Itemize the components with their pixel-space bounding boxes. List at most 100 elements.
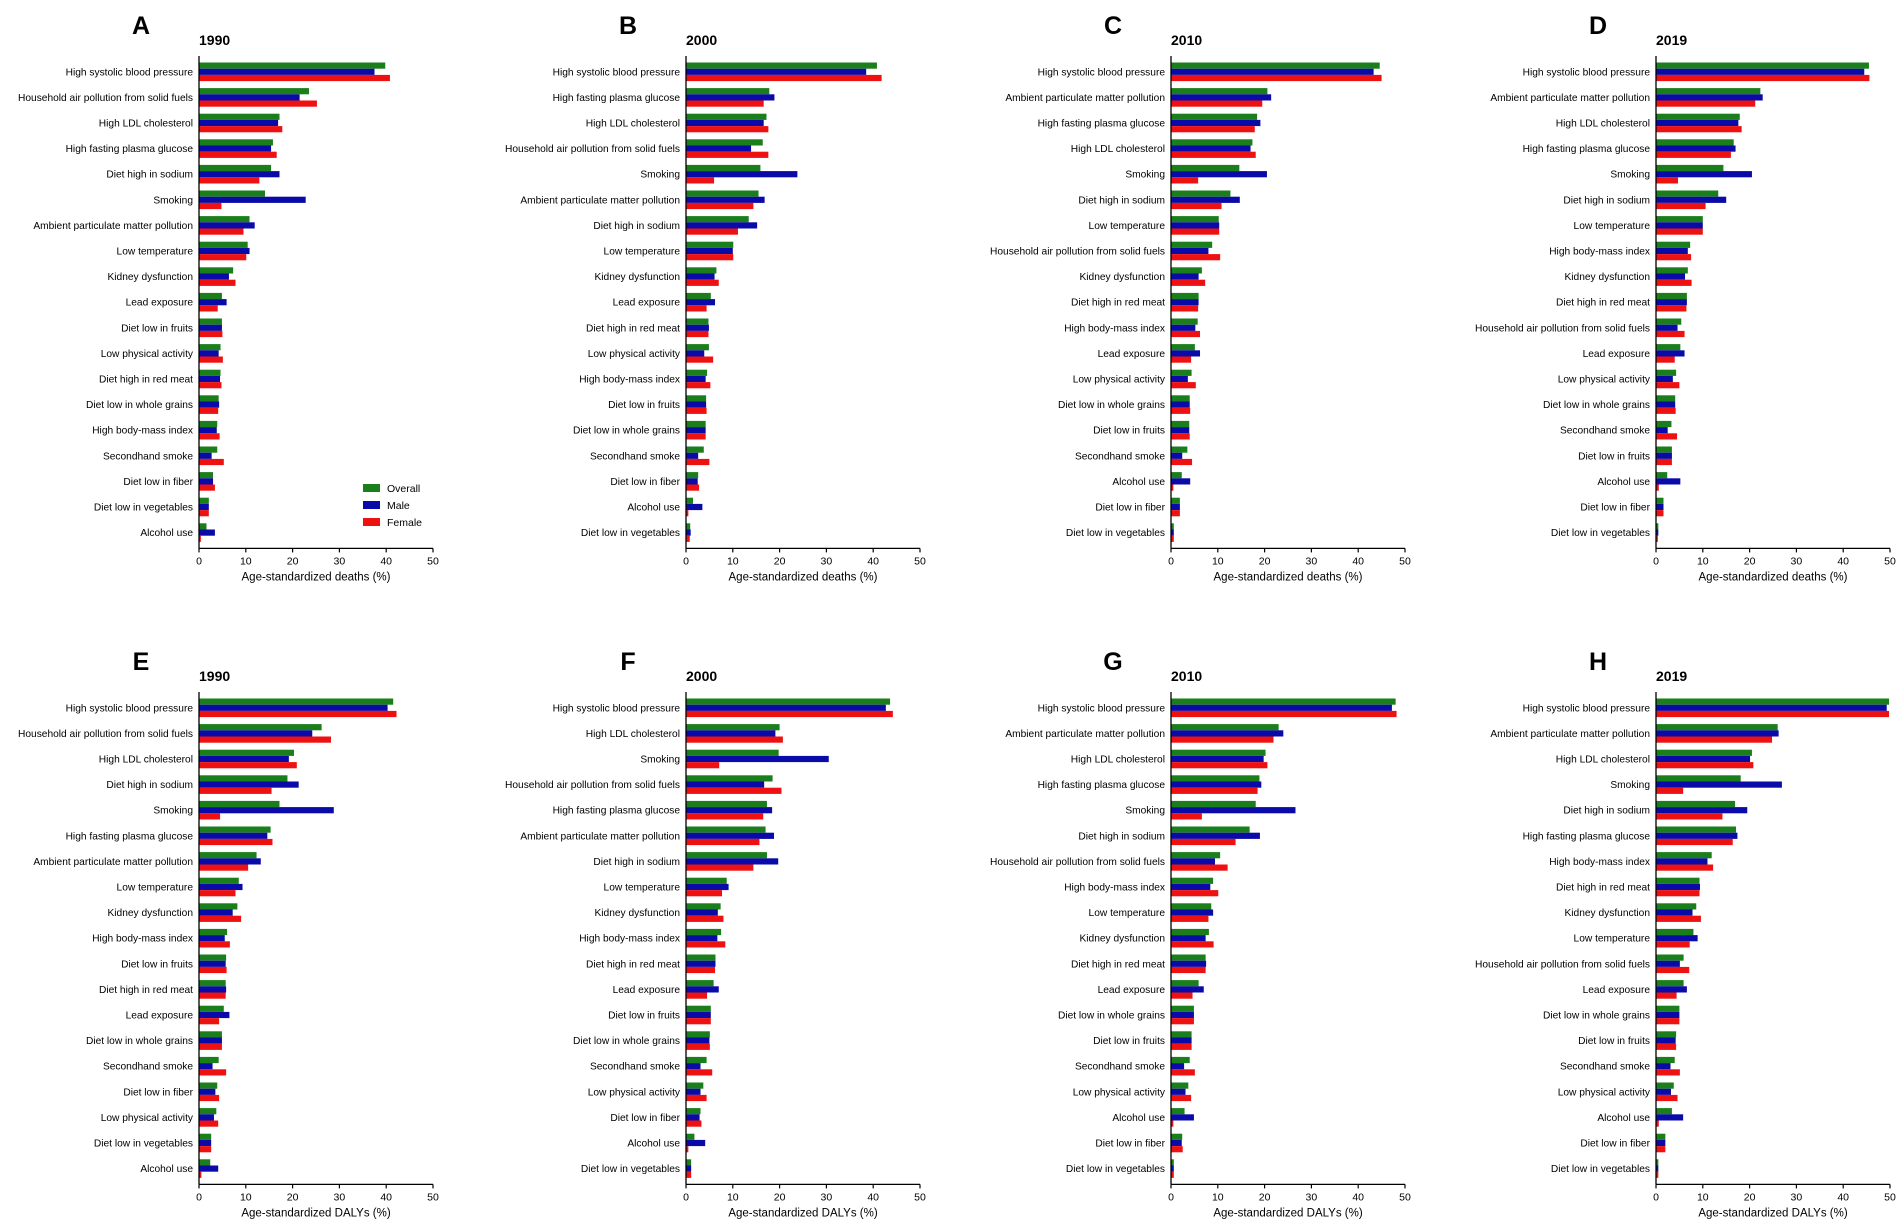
- risk-factor-label: Diet low in fruits: [1578, 1036, 1650, 1047]
- risk-factor-label: Diet high in sodium: [1078, 195, 1165, 206]
- bar-male: [1171, 781, 1262, 788]
- bar-female: [1656, 762, 1754, 769]
- bar-female: [1656, 126, 1742, 133]
- bar-female: [686, 1043, 710, 1050]
- bar-overall: [1656, 62, 1869, 69]
- bar-male: [199, 94, 300, 101]
- bar-female: [686, 966, 716, 974]
- bar-overall: [1656, 1133, 1666, 1140]
- bar-female: [1171, 864, 1228, 871]
- bar-female: [686, 356, 714, 363]
- bar-overall: [1171, 292, 1199, 300]
- bar-male: [1171, 299, 1199, 306]
- bar-female: [686, 1094, 707, 1102]
- bar-overall: [1171, 698, 1396, 705]
- risk-factor-label: Diet low in fiber: [610, 477, 680, 488]
- risk-factor-label: Kidney dysfunction: [107, 908, 193, 919]
- risk-factor-label: High systolic blood pressure: [66, 703, 194, 714]
- bar-overall: [1171, 164, 1240, 172]
- bar-female: [1171, 992, 1193, 999]
- x-axis-label: Age-standardized deaths (%): [729, 571, 878, 583]
- bar-male: [686, 883, 729, 891]
- bar-overall: [199, 88, 309, 95]
- risk-factor-label: High systolic blood pressure: [1038, 703, 1166, 714]
- bar-male: [686, 68, 867, 75]
- bar-female: [1171, 762, 1268, 769]
- risk-factor-label: Diet low in vegetables: [1551, 1164, 1650, 1175]
- risk-factor-label: High fasting plasma glucose: [1523, 144, 1651, 155]
- panel-letter: A: [132, 12, 150, 40]
- bar-male: [199, 1139, 212, 1147]
- bar-female: [199, 762, 297, 769]
- bar-overall: [686, 1082, 704, 1089]
- risk-factor-label: Diet high in red meat: [1071, 959, 1165, 970]
- risk-factor-label: High LDL cholesterol: [586, 729, 680, 740]
- x-tick-label: 30: [1791, 555, 1803, 567]
- risk-factor-label: Lead exposure: [1098, 349, 1166, 360]
- bar-overall: [199, 446, 218, 453]
- bar-male: [1656, 1114, 1684, 1121]
- bar-female: [686, 126, 769, 133]
- risk-factor-label: High body-mass index: [92, 426, 193, 437]
- bar-female: [199, 433, 220, 440]
- bar-female: [1171, 1043, 1192, 1050]
- legend-label-overall: Overall: [387, 483, 420, 495]
- bar-overall: [686, 1056, 707, 1064]
- bar-male: [199, 1011, 230, 1019]
- risk-factor-label: Low temperature: [117, 247, 194, 258]
- bar-male: [686, 781, 765, 788]
- bar-female: [199, 864, 249, 871]
- bar-male: [1171, 730, 1284, 737]
- panel-year-title: 1990: [199, 668, 230, 684]
- bar-overall: [199, 292, 222, 300]
- risk-factor-label: Diet low in fruits: [608, 1011, 680, 1022]
- bar-overall: [1656, 954, 1684, 961]
- bar-overall: [686, 724, 780, 731]
- bar-overall: [199, 698, 394, 705]
- risk-factor-label: Ambient particulate matter pollution: [1005, 93, 1165, 104]
- bar-overall: [686, 800, 767, 808]
- bar-male: [199, 401, 220, 408]
- bar-overall: [199, 190, 265, 197]
- risk-factor-label: Low temperature: [1089, 908, 1166, 919]
- bar-female: [1656, 254, 1692, 261]
- bar-female: [686, 254, 734, 261]
- bar-female: [1656, 330, 1685, 338]
- bar-overall: [1656, 420, 1672, 428]
- bar-female: [1656, 177, 1678, 184]
- bar-overall: [1656, 88, 1761, 95]
- risk-factor-label: Ambient particulate matter pollution: [520, 195, 680, 206]
- bar-male: [1656, 247, 1688, 255]
- bar-female: [1171, 254, 1221, 261]
- panel-f: F 2000 High systolic blood pressure High LD…: [505, 648, 926, 1219]
- risk-factor-label: High body-mass index: [579, 934, 680, 945]
- bar-female: [1171, 228, 1220, 235]
- bar-female: [1171, 484, 1174, 491]
- bar-male: [686, 986, 719, 993]
- bar-overall: [1171, 800, 1256, 808]
- bar-overall: [199, 139, 273, 146]
- bar-male: [199, 960, 226, 967]
- risk-factor-label: Diet low in fiber: [610, 1113, 680, 1124]
- risk-factor-label: Secondhand smoke: [1560, 1062, 1650, 1073]
- bar-female: [1656, 915, 1701, 922]
- bar-female: [686, 484, 700, 491]
- bar-overall: [1656, 190, 1719, 197]
- risk-factor-label: Low temperature: [604, 883, 681, 894]
- risk-factor-label: Diet low in fruits: [1093, 1036, 1165, 1047]
- bar-male: [1656, 529, 1659, 536]
- risk-factor-label: Smoking: [153, 806, 193, 817]
- x-tick-label: 50: [427, 1191, 439, 1203]
- bar-male: [686, 478, 698, 485]
- bar-female: [686, 177, 715, 184]
- risk-factor-label: Smoking: [1610, 780, 1650, 791]
- bar-overall: [1171, 1031, 1192, 1038]
- bar-male: [686, 807, 773, 814]
- x-tick-label: 50: [1884, 1191, 1896, 1203]
- bar-overall: [1656, 318, 1682, 325]
- bar-male: [686, 730, 776, 737]
- bar-male: [199, 375, 221, 383]
- bar-male: [686, 1011, 711, 1019]
- bar-male: [1171, 986, 1204, 993]
- risk-factor-label: Low physical activity: [588, 349, 681, 360]
